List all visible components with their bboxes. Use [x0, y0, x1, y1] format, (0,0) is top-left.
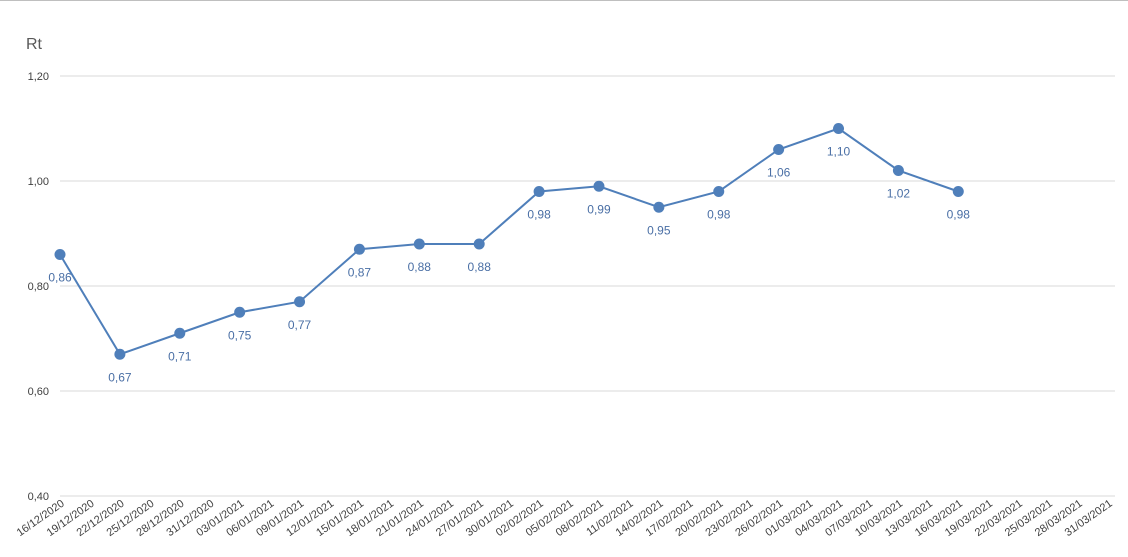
data-point: [413, 238, 425, 250]
data-point: [593, 180, 605, 192]
y-tick-label: 0,40: [28, 491, 49, 503]
data-label: 0,86: [48, 271, 72, 285]
data-label: 0,98: [947, 208, 971, 222]
data-label: 0,88: [468, 260, 492, 274]
series-line: [59, 127, 959, 356]
data-point: [473, 238, 485, 250]
data-point: [952, 186, 964, 197]
y-tick-label: 1,20: [28, 71, 49, 83]
data-label: 0,98: [707, 208, 731, 222]
data-point: [833, 123, 845, 134]
data-point: [892, 165, 904, 176]
data-label: 0,71: [168, 349, 192, 363]
data-label: 0,99: [587, 202, 611, 216]
data-label: 1,10: [827, 145, 851, 159]
data-point: [114, 348, 126, 360]
y-tick-label: 1,00: [28, 176, 49, 188]
data-label: 1,06: [767, 166, 791, 180]
data-point: [54, 249, 66, 260]
data-label: 0,98: [527, 208, 551, 222]
data-point: [294, 296, 306, 308]
data-point: [533, 186, 545, 197]
data-point: [234, 306, 246, 318]
data-points: [54, 123, 964, 360]
data-label: 1,02: [887, 187, 911, 201]
x-axis-ticks: 16/12/202019/12/202022/12/202025/12/2020…: [15, 498, 1115, 539]
data-point: [174, 327, 186, 339]
data-labels: 0,86 0,67 0,71 0,75 0,77 0,87 0,88 0,88 0,98 0,99…: [48, 145, 970, 385]
gridlines: [60, 75, 1115, 497]
data-point: [773, 144, 785, 155]
data-point: [713, 186, 725, 197]
y-axis-title: Rt: [26, 36, 43, 53]
data-point: [353, 243, 365, 255]
data-label: 0,88: [408, 260, 432, 274]
data-label: 0,95: [647, 223, 671, 237]
data-point: [653, 201, 665, 213]
data-label: 0,87: [348, 265, 372, 279]
data-label: 0,75: [228, 328, 252, 342]
series-line-path: [59, 127, 959, 356]
y-tick-label: 0,60: [28, 386, 49, 398]
y-axis-ticks: 0,40 0,60 0,80 1,00 1,20: [28, 71, 49, 503]
y-tick-label: 0,80: [28, 281, 49, 293]
data-label: 0,67: [108, 370, 132, 384]
data-label: 0,77: [288, 318, 312, 332]
